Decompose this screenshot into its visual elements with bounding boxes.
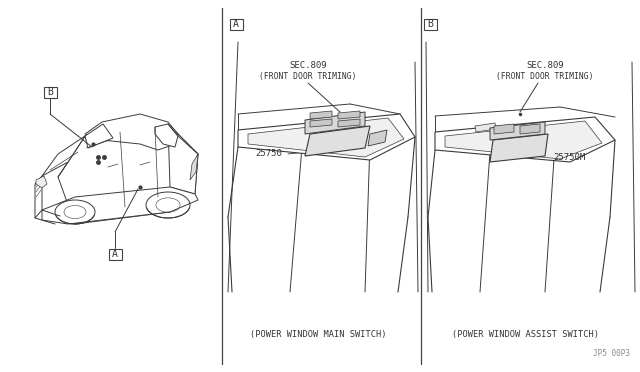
Polygon shape bbox=[168, 124, 198, 194]
Polygon shape bbox=[445, 121, 602, 159]
Polygon shape bbox=[310, 111, 332, 119]
Polygon shape bbox=[238, 114, 415, 160]
Polygon shape bbox=[520, 124, 540, 134]
Polygon shape bbox=[310, 119, 332, 127]
Polygon shape bbox=[155, 124, 178, 147]
Polygon shape bbox=[494, 124, 514, 134]
Text: (FRONT DOOR TRIMING): (FRONT DOOR TRIMING) bbox=[496, 71, 594, 80]
Polygon shape bbox=[42, 136, 85, 176]
Polygon shape bbox=[36, 176, 47, 188]
Text: A: A bbox=[233, 19, 239, 29]
Bar bbox=[424, 19, 436, 29]
Polygon shape bbox=[85, 114, 178, 150]
Bar bbox=[230, 19, 243, 29]
Text: 25750M: 25750M bbox=[553, 153, 585, 161]
Polygon shape bbox=[475, 123, 496, 132]
Polygon shape bbox=[190, 154, 198, 180]
Polygon shape bbox=[338, 111, 360, 119]
Polygon shape bbox=[368, 130, 387, 146]
Text: (POWER WINDOW MAIN SWITCH): (POWER WINDOW MAIN SWITCH) bbox=[250, 330, 387, 339]
Bar bbox=[44, 87, 56, 97]
Polygon shape bbox=[35, 176, 42, 218]
Polygon shape bbox=[435, 117, 615, 162]
Polygon shape bbox=[305, 112, 365, 134]
Polygon shape bbox=[248, 118, 404, 157]
Text: SEC.809: SEC.809 bbox=[526, 61, 564, 71]
Text: B: B bbox=[47, 87, 53, 97]
Polygon shape bbox=[490, 122, 545, 140]
Text: JP5 00P3: JP5 00P3 bbox=[593, 350, 630, 359]
Text: (FRONT DOOR TRIMING): (FRONT DOOR TRIMING) bbox=[259, 71, 356, 80]
Polygon shape bbox=[338, 119, 360, 127]
Text: (POWER WINDOW ASSIST SWITCH): (POWER WINDOW ASSIST SWITCH) bbox=[451, 330, 598, 339]
Polygon shape bbox=[58, 124, 198, 224]
Text: SEC.809: SEC.809 bbox=[289, 61, 327, 71]
Polygon shape bbox=[85, 124, 113, 148]
Text: A: A bbox=[112, 249, 118, 259]
Text: 25750: 25750 bbox=[255, 150, 282, 158]
Polygon shape bbox=[42, 187, 198, 224]
Bar bbox=[109, 248, 122, 260]
Text: B: B bbox=[427, 19, 433, 29]
Polygon shape bbox=[490, 134, 548, 162]
Polygon shape bbox=[305, 126, 370, 156]
